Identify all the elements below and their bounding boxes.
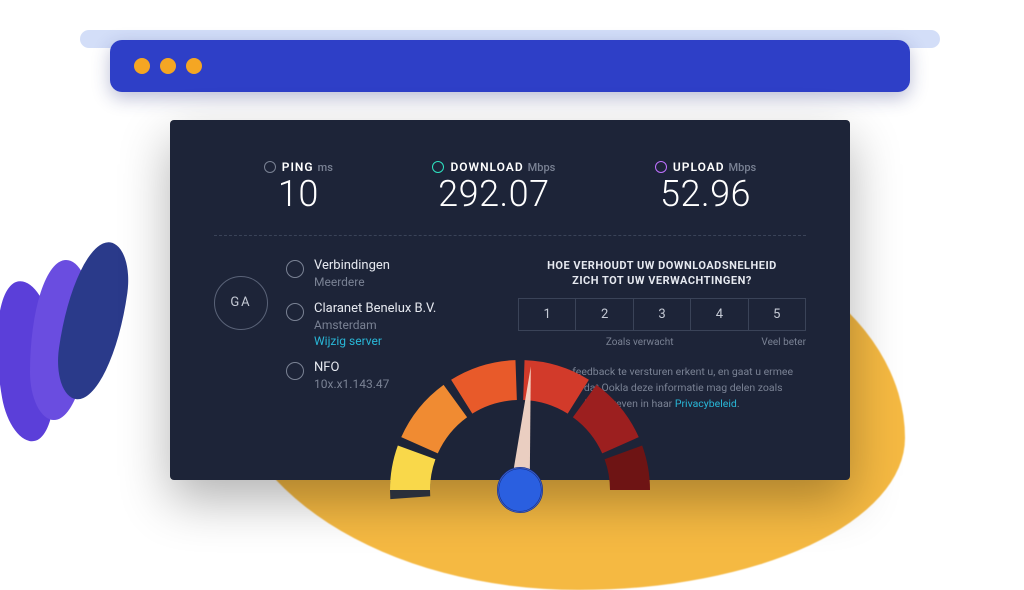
ping-icon (264, 161, 276, 173)
purple-blob-bg (10, 230, 120, 460)
metric-upload: UPLOADMbps 52.96 (655, 156, 756, 215)
divider (214, 235, 806, 236)
download-icon (432, 161, 444, 173)
ping-label: PING (282, 160, 314, 174)
globe-icon (286, 303, 304, 321)
question-line1: HOE VERHOUDT UW DOWNLOADSNELHEID (547, 259, 777, 272)
question-line2: ZICH TOT UW VERWACHTINGEN? (572, 274, 752, 287)
user-icon (286, 362, 304, 380)
provider-title: Claranet Benelux B.V. (314, 301, 436, 316)
window-dot (134, 58, 150, 74)
window-dot (160, 58, 176, 74)
connections-icon (286, 260, 304, 278)
download-value: 292.07 (432, 175, 555, 215)
connections-subtitle: Meerdere (314, 275, 390, 289)
browser-bar (110, 40, 910, 92)
rating-4[interactable]: 4 (691, 298, 748, 331)
ping-value: 10 (264, 175, 333, 215)
metric-ping: PING ms 10 (264, 156, 333, 215)
disclaimer-after: . (737, 397, 740, 410)
speed-gauge (360, 320, 680, 520)
metric-download: DOWNLOADMbps 292.07 (432, 156, 555, 215)
label-right: Veel beter (761, 337, 806, 348)
window-dot (186, 58, 202, 74)
download-label: DOWNLOAD (450, 160, 523, 174)
upload-value: 52.96 (655, 175, 756, 215)
metrics-row: PING ms 10 DOWNLOADMbps 292.07 UPLOADMbps… (214, 156, 806, 215)
privacy-link[interactable]: Privacybeleid (675, 397, 737, 410)
info-connections: Verbindingen Meerdere (286, 258, 436, 289)
rating-5[interactable]: 5 (749, 298, 806, 331)
connections-title: Verbindingen (314, 258, 390, 273)
ga-badge: GA (214, 276, 268, 330)
survey-question: HOE VERHOUDT UW DOWNLOADSNELHEID ZICH TO… (518, 258, 806, 289)
upload-label: UPLOAD (673, 160, 725, 174)
upload-icon (655, 161, 667, 173)
ping-unit: ms (318, 161, 333, 174)
